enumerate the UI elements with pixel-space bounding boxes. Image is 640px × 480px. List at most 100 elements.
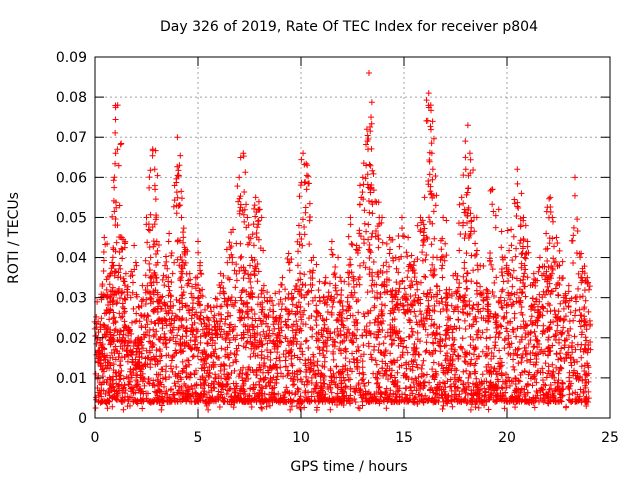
data-point (352, 398, 359, 405)
data-point (145, 313, 152, 320)
data-point (500, 278, 507, 285)
data-point (531, 343, 538, 350)
data-point (365, 236, 372, 243)
data-point (109, 381, 116, 388)
data-point (462, 395, 469, 402)
data-point (120, 275, 127, 282)
data-point (221, 320, 228, 327)
data-point (270, 340, 277, 347)
data-point (192, 285, 199, 292)
data-point (488, 349, 495, 356)
data-point (461, 265, 468, 272)
data-point (440, 305, 447, 312)
data-point (266, 379, 273, 386)
data-point (312, 385, 319, 392)
data-point (501, 405, 508, 412)
data-point (176, 306, 183, 313)
data-point (521, 386, 528, 393)
data-point (199, 373, 206, 380)
data-point (565, 383, 572, 390)
data-point (300, 150, 307, 157)
data-point (501, 345, 508, 352)
data-point (539, 369, 546, 376)
data-point (291, 381, 298, 388)
data-point (152, 196, 159, 203)
data-point (302, 209, 309, 216)
data-point (196, 301, 203, 308)
data-point (474, 334, 481, 341)
data-point (251, 272, 258, 279)
data-point (280, 396, 287, 403)
data-point (514, 352, 521, 359)
data-point (402, 391, 409, 398)
data-point (223, 390, 230, 397)
data-point (283, 399, 290, 406)
data-point (176, 202, 183, 209)
data-point (464, 398, 471, 405)
data-point (312, 317, 319, 324)
data-point (353, 357, 360, 364)
data-point (413, 377, 420, 384)
data-point (439, 274, 446, 281)
data-point (192, 274, 199, 281)
data-point (255, 294, 262, 301)
data-point (463, 285, 470, 292)
data-point (306, 214, 313, 221)
data-point (415, 351, 422, 358)
data-point (156, 336, 163, 343)
data-point (373, 374, 380, 381)
data-point (122, 323, 129, 330)
data-point (276, 357, 283, 364)
data-point (550, 218, 557, 225)
data-point (240, 211, 247, 218)
data-point (372, 398, 379, 405)
data-point (475, 404, 482, 411)
data-point (198, 271, 205, 278)
data-point (233, 277, 240, 284)
data-point (127, 366, 134, 373)
data-point (468, 224, 475, 231)
data-point (437, 348, 444, 355)
data-point (498, 288, 505, 295)
data-point (275, 343, 282, 350)
data-point (110, 177, 117, 184)
data-point (579, 377, 586, 384)
data-point (276, 288, 283, 295)
data-point (252, 395, 259, 402)
data-point (414, 364, 421, 371)
data-point (494, 370, 501, 377)
data-point (508, 393, 515, 400)
data-point (100, 267, 107, 274)
data-point (535, 398, 542, 405)
data-point (460, 273, 467, 280)
data-point (143, 317, 150, 324)
data-point (470, 351, 477, 358)
data-point (227, 244, 234, 251)
data-point (264, 353, 271, 360)
data-point (218, 315, 225, 322)
data-point (146, 227, 153, 234)
data-point (119, 289, 126, 296)
data-point (211, 350, 218, 357)
data-point (374, 379, 381, 386)
data-point (156, 388, 163, 395)
data-point (161, 330, 168, 337)
data-point (545, 287, 552, 294)
data-point (247, 235, 254, 242)
data-point (512, 404, 519, 411)
data-point (378, 312, 385, 319)
data-point (210, 314, 217, 321)
data-point (460, 200, 467, 207)
data-point (242, 323, 249, 330)
data-point (338, 396, 345, 403)
data-point (162, 336, 169, 343)
data-point (189, 306, 196, 313)
data-point (547, 382, 554, 389)
data-point (205, 317, 212, 324)
data-point (435, 360, 442, 367)
data-point (274, 342, 281, 349)
data-point (353, 298, 360, 305)
data-point (158, 402, 165, 409)
data-point (328, 373, 335, 380)
data-point (455, 352, 462, 359)
